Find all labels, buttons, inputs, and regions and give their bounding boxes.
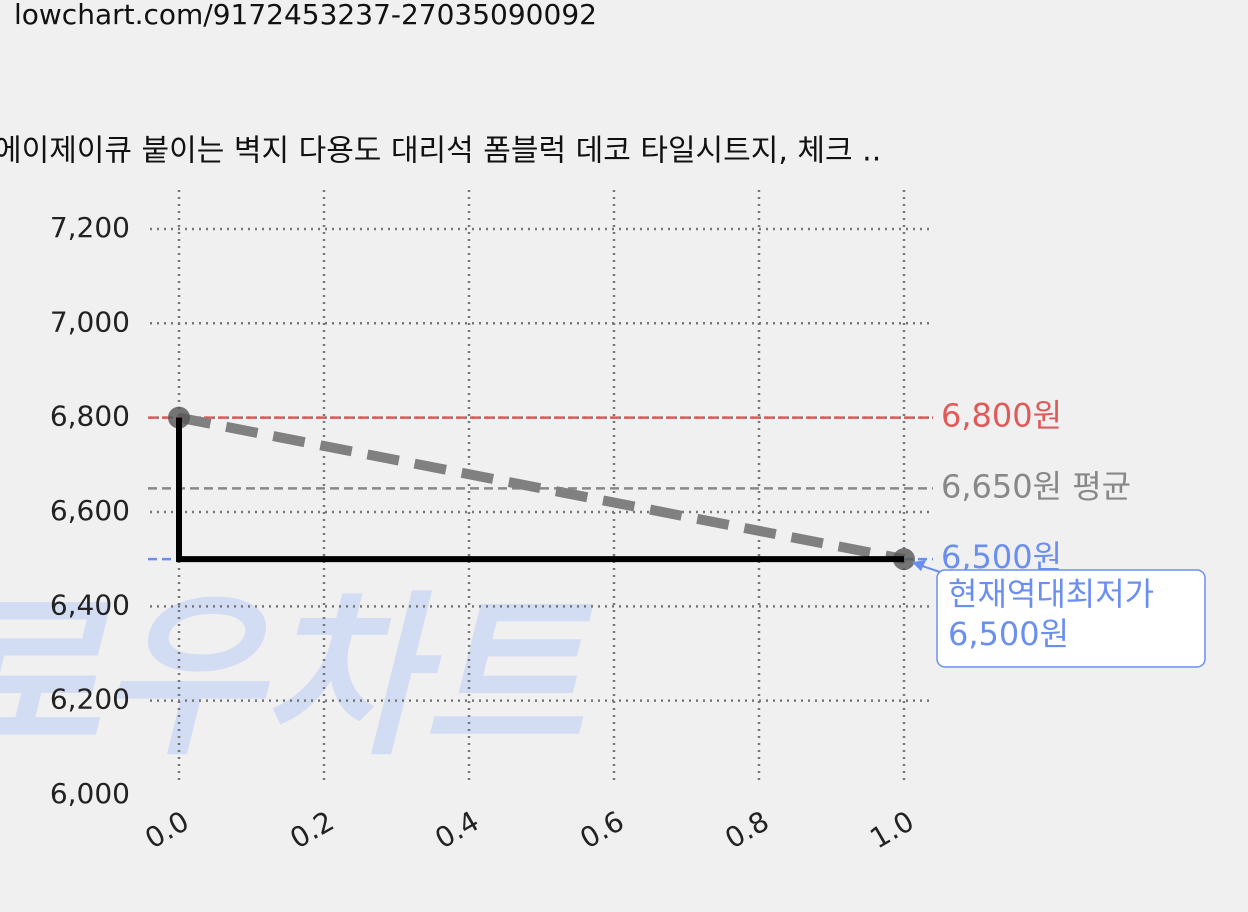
annotation-text: 6,500원 [948, 615, 1069, 653]
x-tick-label: 0.8 [719, 804, 774, 855]
reference-label: 6,650원 평균 [941, 467, 1131, 505]
x-tick-label: 0.4 [429, 804, 484, 855]
url: lowchart.com/9172453237-27035090092 [14, 0, 597, 31]
series-line [178, 412, 905, 565]
series-line [176, 417, 904, 563]
x-tick-label: 0.0 [139, 804, 194, 855]
annotation-arrowhead [912, 560, 926, 572]
y-tick-label: 7,000 [50, 305, 130, 338]
y-tick-label: 6,000 [50, 777, 130, 810]
y-tick-label: 6,400 [50, 588, 130, 621]
x-tick-label: 0.6 [574, 804, 629, 855]
x-tick-label: 1.0 [864, 804, 919, 855]
watermark: 로우차트 [0, 577, 594, 780]
reference-label: 6,800원 [941, 397, 1062, 435]
y-tick-label: 6,800 [50, 400, 130, 433]
chart-title: 에이제이큐 붙이는 벽지 다용도 대리석 폼블럭 데코 타일시트지, 체크 .. [0, 134, 881, 169]
y-tick-label: 7,200 [50, 211, 130, 244]
annotation-box [936, 569, 1206, 668]
annotation-text: 현재역대최저가 [948, 575, 1154, 613]
y-tick-label: 6,600 [50, 494, 130, 527]
y-tick-label: 6,200 [50, 683, 130, 716]
x-tick-label: 0.2 [284, 804, 339, 855]
